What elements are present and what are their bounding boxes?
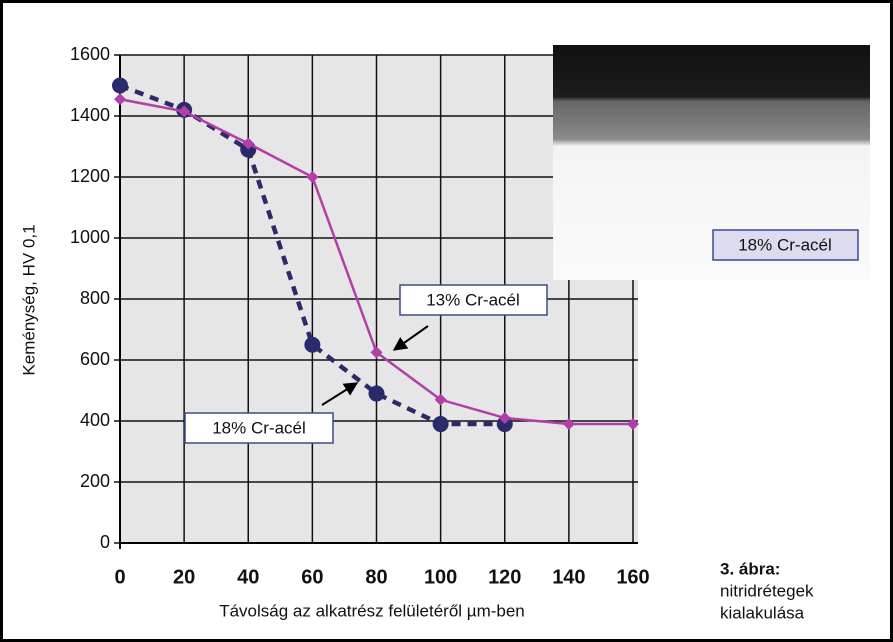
x-tick-label: 40: [237, 566, 259, 588]
y-tick-label: 1400: [70, 105, 110, 125]
point: [433, 416, 449, 432]
x-tick-label: 160: [616, 566, 649, 588]
x-axis-label: Távolság az alkatrész felületéről µm-ben: [219, 601, 525, 620]
x-tick-label: 100: [424, 566, 457, 588]
y-tick-label: 400: [80, 410, 110, 430]
point: [304, 337, 320, 353]
y-tick-label: 200: [80, 471, 110, 491]
y-tick-label: 1600: [70, 44, 110, 64]
x-tick-label: 80: [365, 566, 387, 588]
y-tick-label: 1200: [70, 166, 110, 186]
x-tick-label: 0: [114, 566, 125, 588]
point: [369, 386, 385, 402]
annotation: 13% Cr-acél: [426, 290, 520, 309]
x-tick-label: 140: [552, 566, 585, 588]
y-tick-label: 800: [80, 288, 110, 308]
annotation: 18% Cr-acél: [212, 418, 306, 437]
caption-line: kialakulása: [720, 603, 805, 622]
caption-title: 3. ábra:: [720, 559, 780, 578]
caption-line: nitridrétegek: [720, 581, 814, 600]
x-tick-label: 60: [301, 566, 323, 588]
inset-label: 18% Cr-acél: [738, 235, 832, 254]
chart: 0 200 400 600 800 1000 1200 1400 1600 0 20 40 60 80 10…: [0, 0, 893, 642]
point: [112, 78, 128, 94]
y-axis-label: Keménység, HV 0,1: [19, 224, 38, 375]
x-tick-label: 120: [488, 566, 521, 588]
x-tick-label: 20: [173, 566, 195, 588]
y-tick-label: 600: [80, 349, 110, 369]
y-tick-label: 1000: [70, 227, 110, 247]
y-tick-label: 0: [100, 532, 110, 552]
